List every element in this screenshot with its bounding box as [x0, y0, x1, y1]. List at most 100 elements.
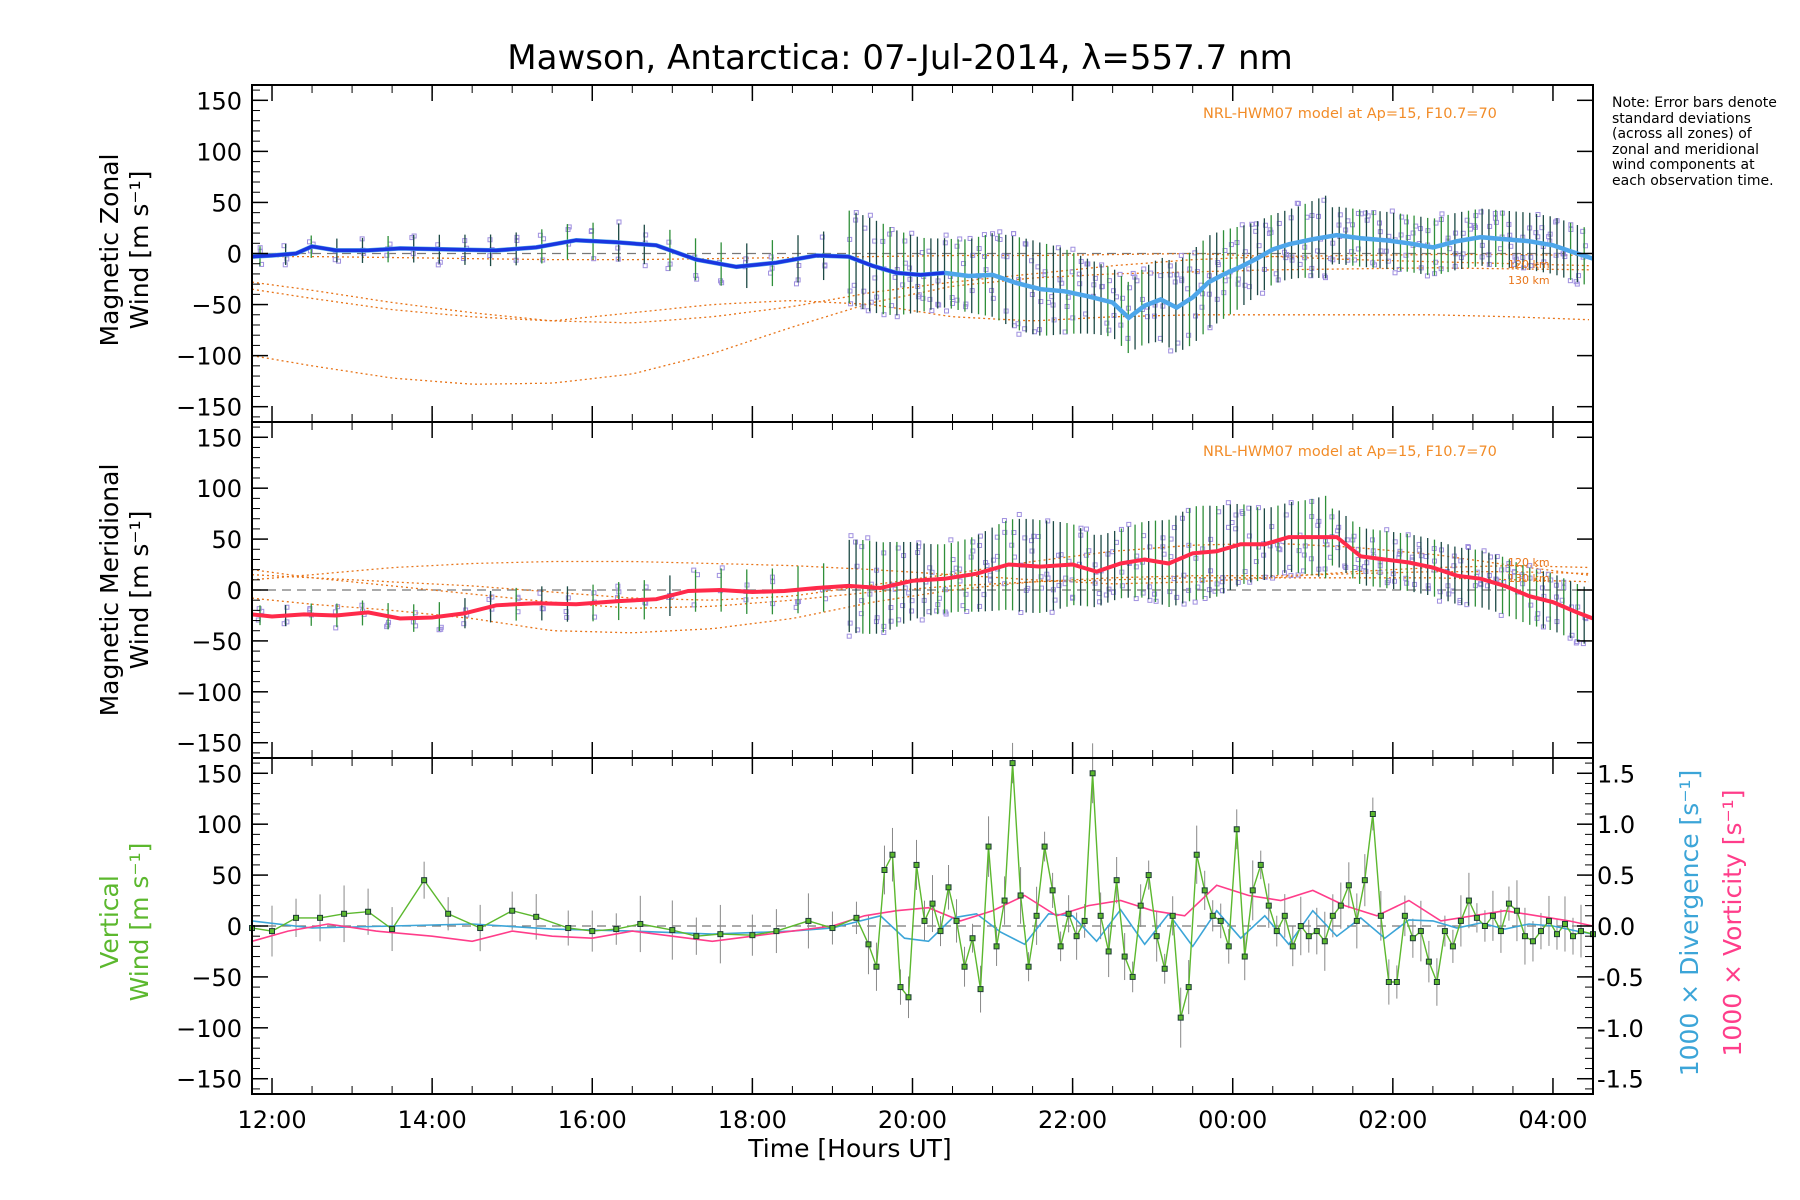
vertical-wind-point: [1273, 928, 1280, 935]
meridional-raw-point: [977, 603, 983, 609]
meridional-y-tick-label: −150: [176, 730, 242, 758]
meridional-raw-point: [1056, 582, 1062, 588]
meridional-raw-point: [1199, 578, 1205, 584]
vertical-wind-point: [1233, 826, 1240, 833]
meridional-raw-point: [1246, 533, 1252, 539]
meridional-raw-point: [1344, 537, 1350, 543]
vertical-wind-point: [1393, 979, 1400, 985]
vertical-wind-point: [1305, 933, 1312, 940]
zonal-raw-point: [957, 236, 963, 242]
meridional-raw-point: [1451, 563, 1457, 569]
vertical-wind-point: [1193, 851, 1200, 858]
vertical-wind-point: [1113, 877, 1120, 884]
vertical-wind-point: [921, 917, 928, 924]
meridional-raw-point: [284, 604, 290, 610]
vertical-wind-point: [1489, 912, 1496, 919]
vertical-y-tick-label: −50: [191, 964, 242, 992]
zonal-raw-point: [793, 281, 799, 287]
zonal-raw-point: [1051, 317, 1057, 323]
meridional-raw-point: [1295, 572, 1301, 578]
vertical-wind-point: [1033, 912, 1040, 919]
meridional-raw-point: [1126, 521, 1132, 527]
vertical-wind-point: [389, 926, 396, 933]
vertical-wind-point: [1161, 965, 1168, 972]
vertical-wind-point: [669, 927, 676, 934]
meridional-raw-point: [847, 620, 853, 626]
vertical-wind-point: [341, 910, 348, 917]
zonal-raw-point: [1295, 201, 1301, 207]
vertical-wind-point: [1425, 958, 1432, 965]
meridional-raw-point: [1335, 545, 1341, 551]
zonal-raw-point: [514, 238, 520, 244]
meridional-raw-point: [1092, 562, 1098, 568]
meridional-raw-point: [1167, 589, 1173, 595]
zonal-raw-point: [1199, 304, 1205, 310]
meridional-raw-point: [1342, 563, 1348, 569]
meridional-raw-point: [1370, 537, 1376, 543]
meridional-raw-point: [942, 609, 948, 615]
meridional-raw-point: [719, 565, 725, 571]
x-tick-label: 18:00: [718, 1106, 787, 1134]
vertical-y-tick-label: −150: [176, 1066, 242, 1094]
zonal-y-tick-label: 100: [196, 138, 242, 166]
meridional-raw-point: [1192, 599, 1198, 605]
zonal-raw-point: [936, 302, 942, 308]
meridional-raw-point: [1528, 602, 1534, 608]
vertical-wind-point: [1553, 931, 1560, 938]
meridional-raw-point: [1029, 548, 1035, 554]
ylabel-meridional: Magnetic Meridional Wind [m s⁻¹]: [95, 440, 155, 740]
meridional-mean-line: [251, 535, 1594, 621]
vertical-wind-point: [993, 943, 1000, 950]
vertical-wind-point: [945, 884, 952, 891]
vertical-wind-point: [1537, 928, 1544, 935]
zonal-raw-point: [944, 308, 950, 314]
meridional-raw-point: [1181, 601, 1187, 607]
meridional-raw-point: [743, 597, 749, 603]
vertical-wind-point: [773, 928, 780, 935]
vertical-wind-point: [1137, 902, 1144, 909]
meridional-y-tick-label: 50: [211, 526, 242, 554]
x-tick-label: 20:00: [878, 1106, 947, 1134]
meridional-raw-point: [1106, 586, 1112, 592]
meridional-raw-point: [1185, 507, 1191, 513]
meridional-raw-point: [1288, 572, 1294, 578]
meridional-raw-point: [1031, 533, 1037, 539]
vertical-wind-point: [445, 910, 452, 917]
meridional-raw-point: [1505, 566, 1511, 572]
divergence-line: [251, 908, 1594, 948]
meridional-raw-point: [900, 603, 906, 609]
meridional-raw-point: [1465, 544, 1471, 550]
zonal-raw-point: [1167, 263, 1173, 269]
vertical-wind-point: [269, 928, 276, 935]
meridional-raw-point: [1519, 572, 1525, 578]
vertical-wind-point: [1481, 923, 1488, 929]
zonal-raw-point: [1308, 273, 1314, 279]
vertical-wind-point: [853, 914, 860, 921]
zonal-raw-point: [1178, 252, 1184, 258]
vertical-wind-point: [881, 867, 888, 873]
vertical-wind-point: [1417, 928, 1424, 935]
zonal-raw-point: [927, 296, 933, 302]
zonal-raw-point: [920, 295, 926, 301]
vertical-wind-point: [897, 984, 904, 991]
zonal-raw-point: [1283, 255, 1289, 261]
zonal-raw-point: [1016, 331, 1022, 337]
vertical-wind-point: [509, 907, 516, 914]
vertical-wind-point: [1089, 770, 1096, 777]
zonal-raw-point: [848, 301, 854, 307]
zonal-raw-point: [1130, 270, 1136, 276]
y2-tick-label: 0.5: [1597, 862, 1635, 890]
zonal-raw-point: [1022, 241, 1028, 247]
meridional-raw-point: [1110, 589, 1116, 595]
vertical-wind-point: [1257, 861, 1264, 868]
meridional-raw-point: [1009, 542, 1015, 548]
zonal-raw-point: [1172, 279, 1178, 285]
vertical-wind-point: [1097, 912, 1104, 919]
zonal-raw-point: [540, 257, 546, 263]
zonal-y-tick-label: 0: [227, 241, 242, 269]
page-title: Mawson, Antarctica: 07-Jul-2014, λ=557.7…: [507, 38, 1293, 78]
meridional-raw-point: [1261, 552, 1267, 558]
zonal-raw-point: [997, 229, 1003, 235]
vertical-wind-point: [1361, 877, 1368, 884]
vertical-wind-point: [1057, 943, 1064, 950]
